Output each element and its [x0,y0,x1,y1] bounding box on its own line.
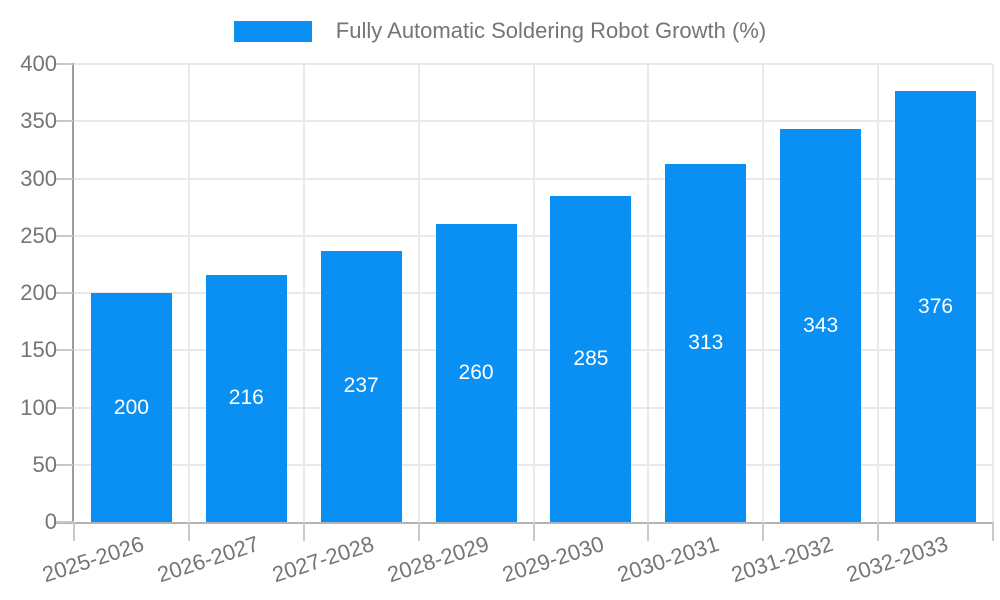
gridline-v [532,64,535,522]
gridline-v [417,64,420,522]
x-axis-tick-label-text: 2032-2033 [843,531,952,588]
plot-area: 200 216 237 260 285 313 343 376 [74,63,994,522]
x-axis-tick [417,522,420,541]
y-axis-tick [56,349,73,352]
y-axis-tick-label: 0 [44,509,57,534]
bar[interactable] [665,163,747,522]
x-axis-tick [762,522,765,541]
bar[interactable] [205,274,287,522]
bar[interactable] [90,293,172,522]
y-axis-tick [56,120,73,123]
y-axis-tick [56,292,73,294]
x-axis-tick-label-text: 2031-2032 [728,531,837,588]
y-axis-tick [56,406,73,409]
gridline-v [647,64,650,522]
bar-value-label: 376 [918,294,954,318]
bar-value-label: 216 [228,386,264,410]
y-axis-tick-label: 350 [20,108,57,134]
bar-value-label: 237 [343,374,379,398]
bar-value-label: 285 [573,346,609,370]
x-axis-tick [302,522,305,541]
gridline-v [877,64,880,522]
y-axis-tick [56,234,73,237]
bar-value-label: 313 [688,330,724,354]
x-axis-tick [877,522,880,541]
bar[interactable] [895,91,977,522]
x-axis-line [56,522,993,524]
x-axis-tick-label-text: 2026-2027 [154,531,263,588]
bar-value-label: 200 [113,395,149,419]
x-axis-tick [992,522,994,541]
y-axis-tick-label: 100 [20,394,57,420]
x-axis-tick-label-text: 2027-2028 [269,531,377,588]
y-axis-tick-label: 400 [20,51,57,76]
gridline-v [762,64,765,522]
legend[interactable]: Fully Automatic Soldering Robot Growth (… [0,18,1000,44]
x-axis-tick [187,522,190,541]
legend-label: Fully Automatic Soldering Robot Growth (… [335,18,767,43]
gridline-v [302,64,305,522]
y-axis-tick-label: 50 [32,451,57,477]
y-axis-tick [56,177,73,180]
x-axis-tick-label-text: 2025-2026 [39,531,148,588]
legend-marker [233,20,312,42]
y-axis-tick [56,463,73,466]
y-axis-tick [56,63,73,65]
y-axis-line [72,63,74,523]
bar[interactable] [320,250,402,522]
gridline-v [992,64,994,522]
x-axis-tick-label-text: 2030-2031 [613,531,722,588]
gridline-v [187,64,190,522]
x-axis-tick [73,522,75,541]
y-axis-tick-label: 300 [20,165,57,191]
y-axis-tick-label: 250 [20,222,57,248]
bar-value-label: 260 [458,361,494,385]
y-axis-tick [56,521,73,523]
x-axis-tick-label-text: 2028-2029 [383,531,492,588]
y-axis-tick-label: 150 [20,337,57,363]
x-axis-tick-label-text: 2029-2030 [498,531,607,588]
y-axis-tick-label: 200 [20,280,57,305]
bar[interactable] [435,224,517,522]
bar[interactable] [780,129,862,522]
bar[interactable] [550,195,632,522]
x-axis-tick [647,522,650,541]
bar-value-label: 343 [803,313,839,337]
x-axis-tick [532,522,535,541]
